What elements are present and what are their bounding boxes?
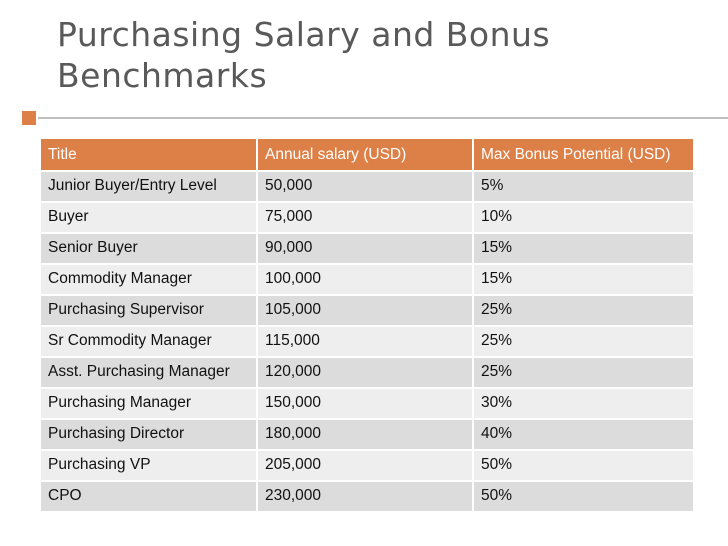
column-header-annual-salary: Annual salary (USD)	[257, 139, 474, 172]
cell-title: CPO	[41, 481, 258, 513]
table-row: Commodity Manager 100,000 15%	[41, 264, 693, 296]
cell-max-bonus: 15%	[473, 233, 693, 265]
table-row: Purchasing VP 205,000 50%	[41, 450, 693, 482]
cell-max-bonus: 5%	[473, 171, 693, 203]
cell-annual-salary: 105,000	[257, 295, 474, 327]
cell-max-bonus: 50%	[473, 481, 693, 513]
cell-max-bonus: 25%	[473, 326, 693, 358]
cell-annual-salary: 100,000	[257, 264, 474, 296]
cell-annual-salary: 150,000	[257, 388, 474, 420]
table-header-row: Title Annual salary (USD) Max Bonus Pote…	[41, 139, 693, 172]
cell-annual-salary: 75,000	[257, 202, 474, 234]
cell-title: Asst. Purchasing Manager	[41, 357, 258, 389]
cell-title: Purchasing VP	[41, 450, 258, 482]
cell-title: Buyer	[41, 202, 258, 234]
cell-max-bonus: 25%	[473, 357, 693, 389]
table-row: Purchasing Manager 150,000 30%	[41, 388, 693, 420]
cell-annual-salary: 115,000	[257, 326, 474, 358]
benchmark-table: Title Annual salary (USD) Max Bonus Pote…	[41, 139, 693, 513]
cell-max-bonus: 30%	[473, 388, 693, 420]
cell-title: Purchasing Supervisor	[41, 295, 258, 327]
table-row: Purchasing Supervisor 105,000 25%	[41, 295, 693, 327]
cell-annual-salary: 120,000	[257, 357, 474, 389]
cell-title: Purchasing Director	[41, 419, 258, 451]
column-header-max-bonus: Max Bonus Potential (USD)	[473, 139, 693, 172]
cell-annual-salary: 180,000	[257, 419, 474, 451]
cell-annual-salary: 90,000	[257, 233, 474, 265]
cell-max-bonus: 50%	[473, 450, 693, 482]
column-header-title: Title	[41, 139, 258, 172]
table-row: Sr Commodity Manager 115,000 25%	[41, 326, 693, 358]
cell-title: Sr Commodity Manager	[41, 326, 258, 358]
cell-max-bonus: 25%	[473, 295, 693, 327]
cell-max-bonus: 40%	[473, 419, 693, 451]
accent-square	[22, 111, 36, 125]
table-row: Senior Buyer 90,000 15%	[41, 233, 693, 265]
cell-title: Senior Buyer	[41, 233, 258, 265]
table-row: Buyer 75,000 10%	[41, 202, 693, 234]
table-row: CPO 230,000 50%	[41, 481, 693, 513]
cell-annual-salary: 230,000	[257, 481, 474, 513]
cell-title: Junior Buyer/Entry Level	[41, 171, 258, 203]
title-divider	[38, 117, 728, 119]
table-row: Asst. Purchasing Manager 120,000 25%	[41, 357, 693, 389]
cell-max-bonus: 10%	[473, 202, 693, 234]
cell-title: Purchasing Manager	[41, 388, 258, 420]
table-row: Purchasing Director 180,000 40%	[41, 419, 693, 451]
cell-title: Commodity Manager	[41, 264, 258, 296]
cell-annual-salary: 205,000	[257, 450, 474, 482]
cell-max-bonus: 15%	[473, 264, 693, 296]
slide-title: Purchasing Salary and Bonus Benchmarks	[57, 15, 551, 95]
cell-annual-salary: 50,000	[257, 171, 474, 203]
benchmark-table-container: Title Annual salary (USD) Max Bonus Pote…	[41, 139, 693, 513]
table-row: Junior Buyer/Entry Level 50,000 5%	[41, 171, 693, 203]
